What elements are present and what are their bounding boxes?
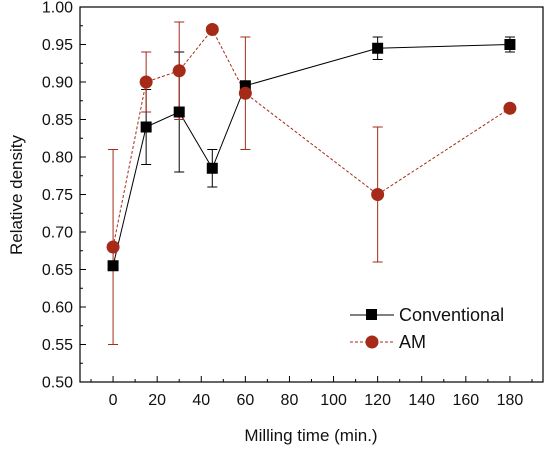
y-tick-label: 1.00 [42,0,73,17]
legend-label-am: AM [399,332,426,352]
x-tick-label: 120 [364,392,391,409]
data-point-conventional [206,162,218,174]
x-tick-label: 0 [109,392,118,409]
plot-frame [79,6,544,383]
data-point-conventional [140,121,152,133]
data-point-conventional [372,42,384,54]
x-tick-label: 140 [408,392,435,409]
x-tick-label: 20 [148,392,166,409]
legend: Conventional AM [350,305,504,352]
y-tick-label: 0.55 [42,337,73,354]
y-tick-label: 0.75 [42,187,73,204]
axes-layer: 0 20 40 60 80 100 120 140 160 180 0.50 0.55 0.60 0.65… [42,0,533,409]
y-tick-label: 0.60 [42,300,73,317]
data-point-am [238,86,252,100]
data-point-am [371,188,385,201]
x-axis-title: Milling time (min.) [244,426,377,445]
legend-marker-conventional [366,309,377,320]
y-tick-label: 0.95 [42,37,73,54]
y-tick-label: 0.90 [42,75,73,92]
data-point-am [106,240,120,254]
y-tick-label: 0.85 [42,112,73,129]
data-point-am [205,23,219,36]
data-point-conventional [239,80,251,92]
data-point-am [139,75,153,89]
x-tick-label: 180 [497,392,524,409]
y-tick-label: 0.70 [42,225,73,242]
series-line-conventional [112,44,510,266]
y-tick-label: 0.65 [42,262,73,279]
x-tick-label: 100 [320,392,347,409]
series-line-am [112,28,511,248]
data-point-am [172,64,186,78]
y-tick-label: 0.80 [42,150,73,167]
x-tick-label: 160 [452,392,479,409]
legend-label-conventional: Conventional [399,305,504,325]
series-layer [106,21,517,345]
x-tick-label: 60 [236,392,254,409]
y-tick-label: 0.50 [42,375,73,392]
data-point-conventional [504,39,516,50]
data-point-am [503,101,517,115]
legend-marker-am [365,335,379,349]
x-tick-label: 80 [281,392,299,409]
y-axis-title: Relative density [7,135,26,256]
data-point-conventional [107,260,119,272]
x-tick-label: 40 [192,392,210,409]
data-point-conventional [173,106,185,118]
